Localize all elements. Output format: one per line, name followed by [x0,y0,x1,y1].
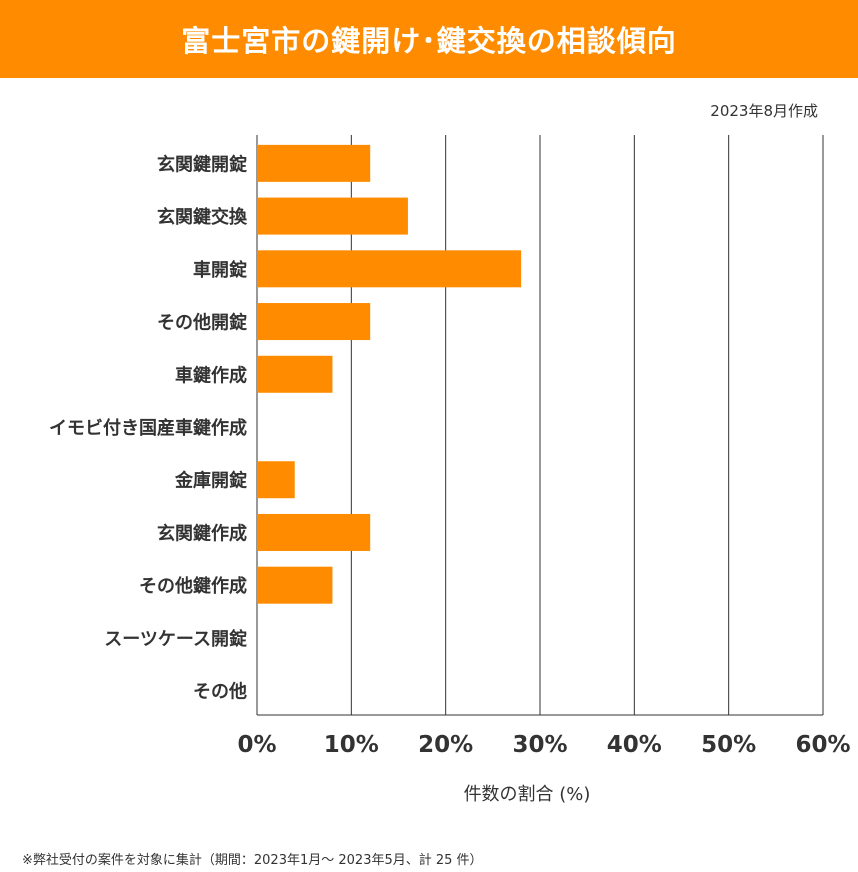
x-tick-label: 50% [701,732,756,758]
bar [257,250,522,288]
title-banner: 富士宮市の鍵開け･鍵交換の相談傾向 [0,0,858,78]
bar [257,197,408,235]
category-label: その他 [193,681,247,703]
category-label: イモビ付き国産車鍵作成 [49,417,247,439]
bar [257,303,371,341]
category-label: その他鍵作成 [139,575,247,597]
category-label: 車鍵作成 [175,364,247,386]
x-tick-label: 60% [795,732,850,758]
x-tick-label: 30% [512,732,567,758]
category-label: 玄関鍵開錠 [157,153,247,175]
x-tick-label: 0% [237,732,276,758]
date-note: 2023年8月作成 [710,102,818,120]
bar [257,566,333,604]
bar [257,461,295,499]
bar [257,355,333,393]
category-label: 金庫開錠 [174,470,247,492]
category-label: スーツケース開錠 [104,628,247,650]
x-axis-title: 件数の割合 (%) [464,784,591,805]
bar [257,513,371,551]
footnote: ※弊社受付の案件を対象に集計（期間：2023年1月～ 2023年5月、計 25 … [22,853,483,868]
category-label: 車開錠 [193,259,247,281]
x-tick-label: 40% [607,732,662,758]
category-label: 玄関鍵交換 [157,206,248,228]
chart-title: 富士宮市の鍵開け･鍵交換の相談傾向 [181,24,677,58]
category-label: その他開錠 [157,312,247,334]
bar [257,144,371,182]
x-tick-label: 10% [324,732,379,758]
category-label: 玄関鍵作成 [157,522,247,544]
x-tick-label: 20% [418,732,473,758]
